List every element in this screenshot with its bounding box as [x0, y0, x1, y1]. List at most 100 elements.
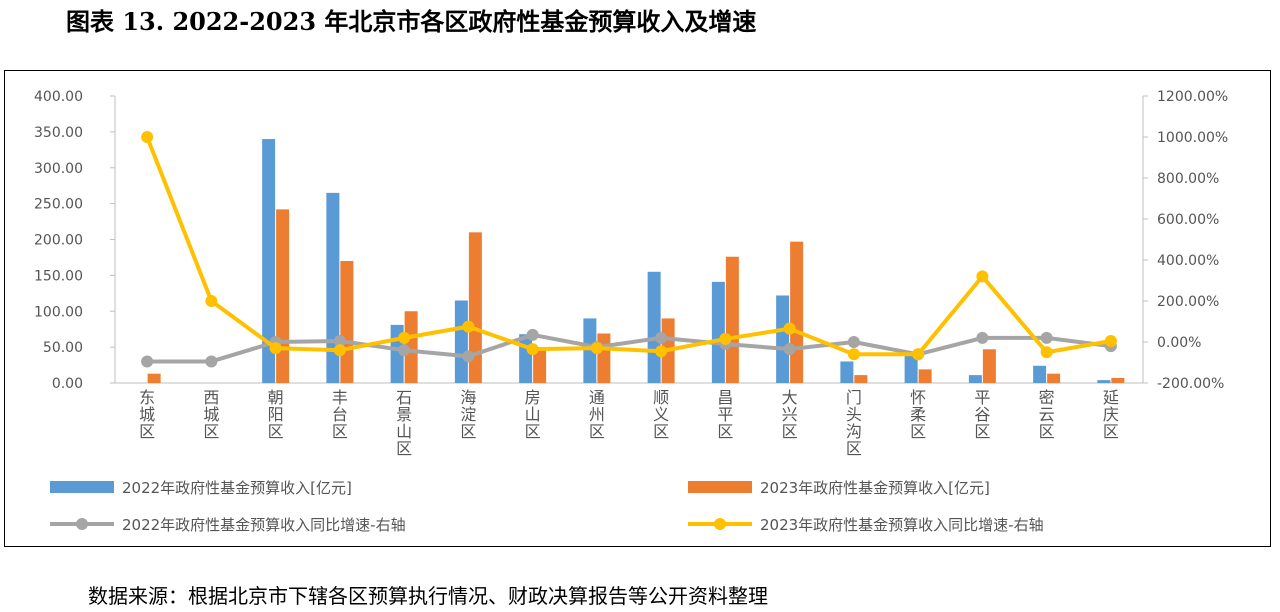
point-2023-growth [976, 270, 989, 283]
line-2023-growth [145, 136, 1112, 357]
bar-2022 [1033, 365, 1047, 383]
bar-2023 [340, 261, 354, 383]
chart-frame [4, 70, 1271, 547]
point-2023-growth [912, 348, 925, 361]
legend-label: 2022年政府性基金预算收入同比增速-右轴 [122, 516, 406, 534]
bar-2022 [262, 139, 276, 383]
left-tick-label: 400.00 [34, 89, 83, 105]
category-label: 朝阳区 [268, 388, 284, 441]
point-2022-growth [1040, 331, 1053, 344]
legend-label: 2023年政府性基金预算收入[亿元] [760, 479, 990, 497]
category-label: 西城区 [203, 388, 219, 441]
category-label: 通州区 [589, 388, 605, 441]
point-2022-growth [141, 355, 154, 368]
right-tick-label: 200.00% [1157, 294, 1219, 310]
right-tick-label: 1000.00% [1157, 130, 1228, 146]
category-label: 怀柔区 [910, 388, 926, 441]
bar-2023 [790, 241, 804, 383]
point-2022-growth [398, 344, 411, 357]
right-tick-label: 800.00% [1157, 171, 1219, 187]
left-tick-label: 250.00 [34, 197, 83, 213]
bar-2022 [711, 281, 725, 383]
point-2023-growth [590, 342, 603, 355]
category-label: 延庆区 [1103, 388, 1119, 441]
right-tick-label: 0.00% [1157, 335, 1201, 351]
legend-swatch-bar [688, 481, 752, 493]
bar-2023 [725, 256, 739, 383]
line-2022-growth [147, 332, 1112, 364]
legend-label: 2022年政府性基金预算收入[亿元] [122, 479, 352, 497]
right-tick-label: 600.00% [1157, 212, 1219, 228]
point-2022-growth [847, 336, 860, 348]
point-2022-growth [462, 350, 475, 363]
left-tick-label: 0.00 [52, 376, 83, 392]
bar-2022 [840, 361, 854, 383]
source-note: 数据来源：根据北京市下辖各区预算执行情况、财政决算报告等公开资料整理 [88, 584, 768, 608]
point-2022-growth [783, 343, 796, 356]
left-tick-label: 50.00 [43, 340, 83, 356]
bar-2023 [982, 349, 996, 383]
category-label: 大兴区 [782, 388, 798, 441]
bar-2023 [854, 375, 868, 383]
left-tick-label: 100.00 [34, 304, 83, 320]
right-tick-label: 1200.00% [1157, 89, 1228, 105]
point-2023-growth [1040, 346, 1053, 359]
bar-2022 [968, 375, 982, 383]
point-2022-growth [205, 355, 218, 368]
category-label: 东城区 [139, 388, 155, 441]
bar-2022 [454, 300, 468, 383]
point-2023-growth [141, 131, 154, 143]
point-2022-growth [976, 331, 989, 344]
bar-2022 [647, 271, 661, 383]
point-2023-growth [783, 322, 796, 335]
legend-swatch-marker [714, 518, 726, 530]
point-2023-growth [205, 295, 218, 307]
point-2023-growth [655, 345, 668, 358]
category-label: 房山区 [525, 388, 541, 441]
category-label: 丰台区 [332, 388, 348, 441]
category-label: 石景山区 [396, 388, 412, 458]
point-2022-growth [333, 334, 346, 347]
point-2023-growth [526, 343, 539, 356]
bar-2023 [597, 333, 611, 383]
point-2022-growth [655, 331, 668, 344]
bar-2023 [276, 209, 290, 383]
left-tick-label: 150.00 [34, 268, 83, 284]
chart-title: 图表 13. 2022-2023 年北京市各区政府性基金预算收入及增速 [66, 7, 757, 36]
bar-2023 [533, 348, 547, 383]
left-tick-label: 300.00 [34, 161, 83, 177]
category-label: 平谷区 [974, 388, 990, 441]
bar-2022 [583, 318, 597, 383]
point-2023-growth [398, 331, 411, 344]
bar-2023 [147, 373, 161, 383]
bar-2023 [1111, 377, 1125, 383]
bar-2022 [776, 295, 790, 383]
point-2023-growth [269, 342, 282, 355]
category-label: 密云区 [1039, 388, 1055, 441]
legend-swatch-bar [50, 481, 114, 493]
point-2023-growth [847, 348, 860, 361]
bar-2023 [918, 369, 932, 383]
bar-2022 [904, 352, 918, 383]
category-label: 昌平区 [717, 388, 733, 441]
category-label: 海淀区 [460, 388, 476, 441]
bar-2023 [404, 311, 418, 383]
category-label: 顺义区 [653, 388, 669, 441]
left-tick-label: 200.00 [34, 233, 83, 249]
legend-label: 2023年政府性基金预算收入同比增速-右轴 [760, 516, 1044, 534]
point-2023-growth [1104, 334, 1117, 347]
right-tick-label: 400.00% [1157, 253, 1219, 269]
left-tick-label: 350.00 [34, 125, 83, 141]
bar-2023 [1047, 373, 1061, 383]
point-2023-growth [462, 320, 475, 333]
bar-2022 [1097, 380, 1111, 383]
bar-2022 [326, 192, 340, 383]
point-2023-growth [719, 332, 732, 345]
bar-2022 [519, 334, 533, 383]
right-tick-label: -200.00% [1157, 376, 1224, 392]
legend-swatch-marker [76, 518, 88, 530]
point-2023-growth [333, 344, 346, 357]
bar-2023 [468, 232, 482, 383]
category-label: 门头沟区 [846, 388, 862, 458]
